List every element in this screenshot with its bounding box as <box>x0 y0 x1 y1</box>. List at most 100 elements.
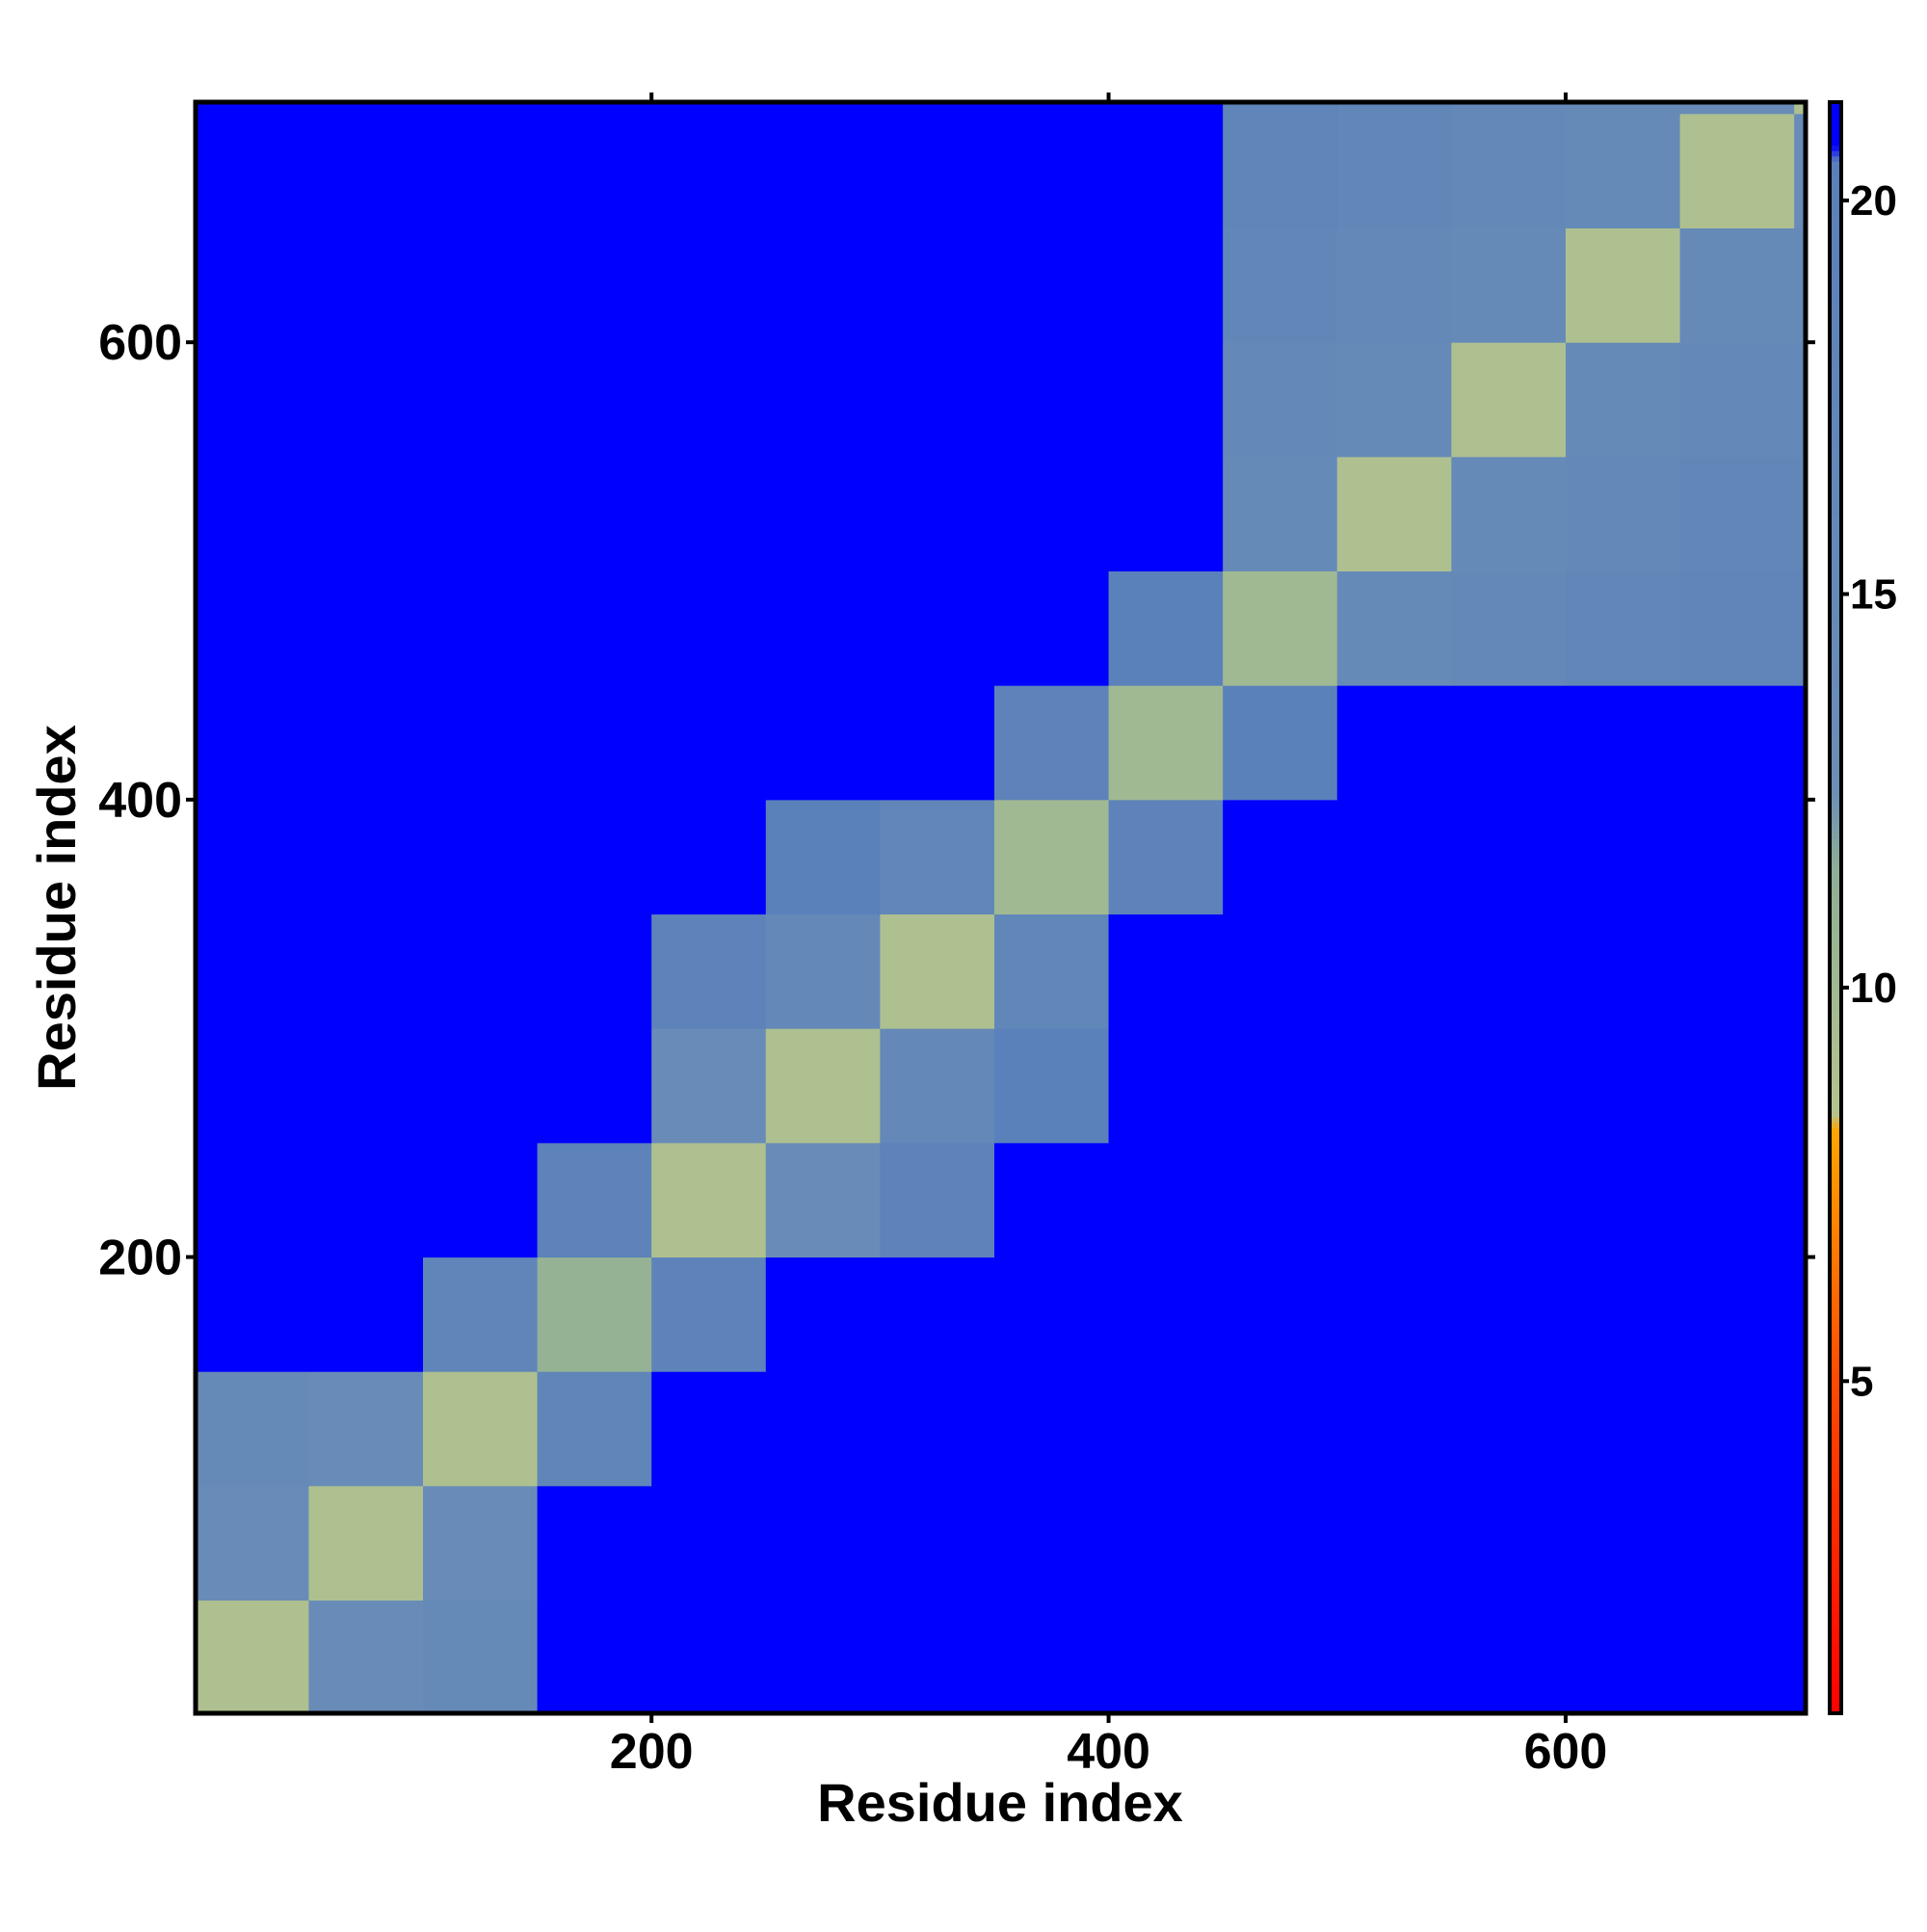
heatmap-cell <box>537 685 652 801</box>
colorbar-segment <box>1830 1138 1841 1145</box>
colorbar-segment <box>1830 1476 1841 1483</box>
heatmap-cell <box>765 1257 881 1372</box>
colorbar-segment <box>1830 816 1841 823</box>
colorbar-segment <box>1830 1691 1841 1698</box>
colorbar-segment <box>1830 1208 1841 1215</box>
colorbar-segment <box>1830 478 1841 485</box>
colorbar-segment <box>1830 376 1841 383</box>
heatmap-cell <box>651 685 767 801</box>
heatmap-cell <box>651 1142 767 1258</box>
colorbar-segment <box>1830 843 1841 850</box>
colorbar-segment <box>1830 1547 1841 1553</box>
heatmap-cell <box>880 1371 995 1487</box>
heatmap-cell <box>1794 113 1807 229</box>
colorbar-tick-label: 15 <box>1850 571 1897 619</box>
colorbar-segment <box>1830 343 1841 350</box>
colorbar-segment <box>1830 687 1841 694</box>
colorbar-segment <box>1830 1449 1841 1457</box>
colorbar-segment <box>1830 1234 1841 1242</box>
heatmap-cell <box>537 1028 652 1144</box>
colorbar-segment <box>1830 128 1841 136</box>
colorbar-segment <box>1830 923 1841 930</box>
heatmap-cell <box>1679 102 1795 115</box>
heatmap-cell <box>1679 227 1795 343</box>
heatmap-cell <box>1679 1028 1795 1144</box>
heatmap-cell <box>1223 113 1338 229</box>
colorbar-segment <box>1830 295 1841 302</box>
colorbar-segment <box>1830 134 1841 141</box>
colorbar-segment <box>1830 574 1841 581</box>
heatmap-cell <box>537 913 652 1029</box>
heatmap-cell <box>1794 799 1807 915</box>
colorbar-segment <box>1830 569 1841 576</box>
colorbar-segment <box>1830 756 1841 764</box>
heatmap-cell <box>1108 456 1224 572</box>
colorbar-segment <box>1830 783 1841 790</box>
colorbar-segment <box>1830 102 1841 109</box>
heatmap-cell <box>880 227 995 343</box>
heatmap-cell <box>1451 102 1567 115</box>
heatmap-cell <box>1679 799 1795 915</box>
colorbar-segment <box>1830 1401 1841 1408</box>
colorbar-segment <box>1830 971 1841 979</box>
colorbar-segment <box>1830 547 1841 554</box>
colorbar-segment <box>1830 908 1841 914</box>
colorbar-segment <box>1830 1359 1841 1365</box>
heatmap-cell <box>423 456 539 572</box>
y-tick-label: 600 <box>98 315 182 371</box>
heatmap-cell <box>1223 227 1338 343</box>
colorbar-segment <box>1830 956 1841 963</box>
colorbar-segment <box>1830 1154 1841 1161</box>
colorbar-segment <box>1830 1122 1841 1129</box>
colorbar-segment <box>1830 220 1841 226</box>
heatmap-cell <box>1794 570 1807 686</box>
colorbar-segment <box>1830 1261 1841 1269</box>
colorbar-segment <box>1830 1272 1841 1280</box>
heatmap-cell <box>1223 456 1338 572</box>
colorbar-segment <box>1830 1471 1841 1478</box>
colorbar-segment <box>1830 633 1841 640</box>
colorbar-segment <box>1830 1649 1841 1655</box>
colorbar-segment <box>1830 1219 1841 1226</box>
heatmap-cell <box>537 799 652 915</box>
colorbar-segment <box>1830 166 1841 173</box>
heatmap-cell <box>308 685 424 801</box>
heatmap-cell <box>1108 913 1224 1029</box>
heatmap-cell <box>765 113 881 229</box>
colorbar-segment <box>1830 1015 1841 1021</box>
heatmap-cell <box>1223 685 1338 801</box>
colorbar-segment <box>1830 1369 1841 1376</box>
colorbar-segment <box>1830 1600 1841 1607</box>
heatmap-cell <box>537 227 652 343</box>
colorbar-segment <box>1830 1439 1841 1445</box>
colorbar-segment <box>1830 655 1841 662</box>
heatmap-cell <box>537 1142 652 1258</box>
heatmap-cell <box>993 799 1110 915</box>
heatmap-cell <box>1451 113 1567 229</box>
colorbar-segment <box>1830 338 1841 345</box>
colorbar-segment <box>1830 1240 1841 1247</box>
colorbar-segment <box>1830 188 1841 195</box>
heatmap-cell <box>1223 342 1338 458</box>
heatmap-cell <box>196 570 309 686</box>
colorbar-segment <box>1830 472 1841 479</box>
heatmap-cell <box>993 570 1110 686</box>
heatmap-cell <box>423 227 539 343</box>
heatmap-cell <box>651 1028 767 1144</box>
heatmap-cell <box>1336 799 1452 915</box>
heatmap-cell <box>423 102 539 115</box>
colorbar-segment <box>1830 929 1841 936</box>
colorbar-segment <box>1830 848 1841 855</box>
heatmap-cell <box>1223 102 1338 115</box>
heatmap-cell <box>1679 685 1795 801</box>
heatmap-cell <box>1336 1600 1452 1714</box>
colorbar-segment <box>1830 666 1841 673</box>
heatmap-cell <box>765 570 881 686</box>
colorbar-segment <box>1830 440 1841 447</box>
heatmap-cell <box>651 227 767 343</box>
heatmap-cell <box>537 1371 652 1487</box>
colorbar-segment <box>1830 489 1841 495</box>
heatmap-cell <box>1336 913 1452 1029</box>
colorbar-segment <box>1830 1267 1841 1274</box>
heatmap-cell <box>1451 1600 1567 1714</box>
